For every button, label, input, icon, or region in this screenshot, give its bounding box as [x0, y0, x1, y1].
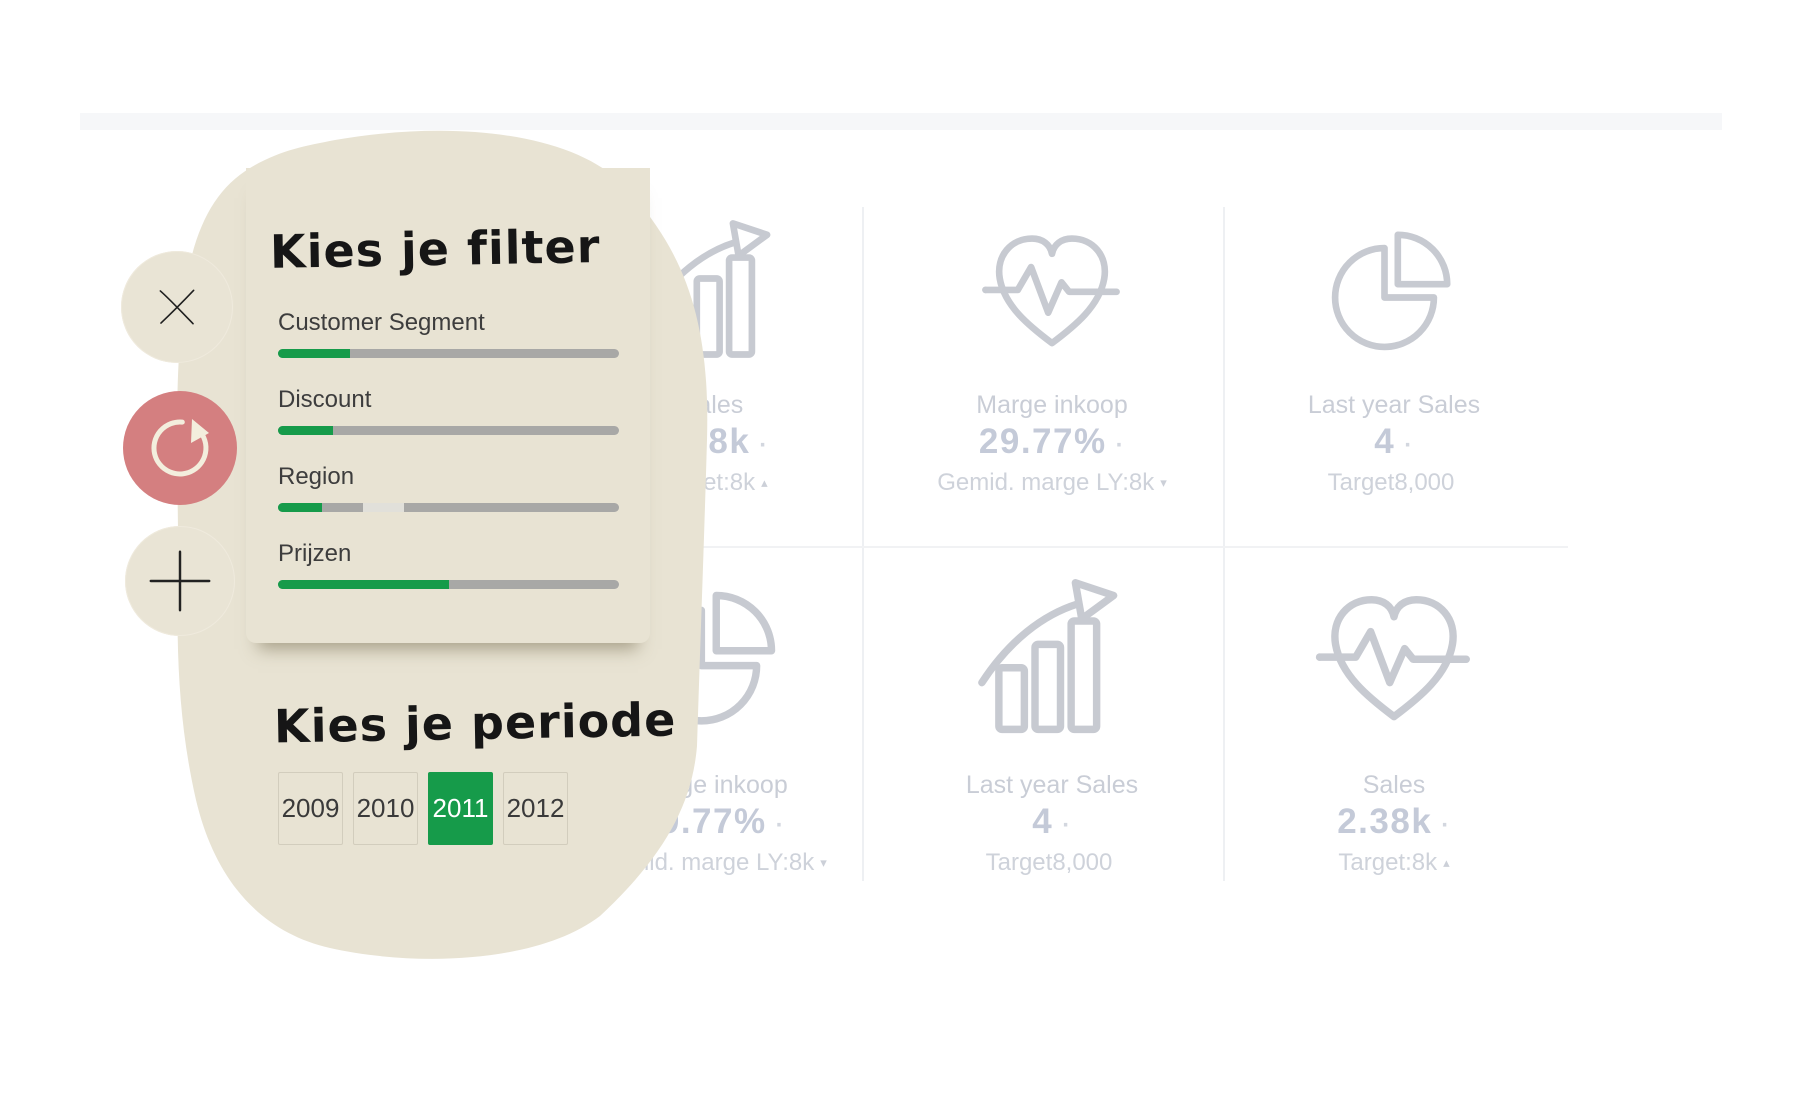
slider-highlight-segment [363, 503, 405, 512]
kpi-card: Last year Sales 4 · Target8,000 [1224, 205, 1564, 498]
add-button[interactable] [125, 526, 235, 636]
slider-track[interactable] [278, 580, 619, 589]
kpi-value: 4 · [882, 800, 1222, 848]
slider-label: Region [278, 463, 355, 490]
kpi-value-text: 2.38k [1337, 802, 1433, 841]
kpi-value-mark: · [1115, 432, 1126, 459]
year-button-2012[interactable]: 2012 [503, 772, 568, 845]
pie-chart-icon [1224, 205, 1564, 370]
kpi-sub: Target8,000 [882, 848, 1222, 878]
slider-track[interactable] [278, 349, 619, 358]
heart-pulse-icon [1224, 560, 1564, 750]
slider-list: Customer Segment Discount Region Prijzen [278, 310, 619, 618]
kpi-sub: Target8,000 [1224, 468, 1564, 498]
kpi-card: Marge inkoop 29.77% · Gemid. marge LY:8k ▾ [882, 205, 1222, 498]
kpi-label: Last year Sales [1307, 391, 1481, 419]
filter-panel-title: Kies je filter [269, 219, 601, 279]
kpi-value-mark: · [775, 812, 786, 839]
kpi-value: 4 · [1224, 420, 1564, 468]
kpi-sub-mark: ▾ [1160, 475, 1167, 490]
kpi-sub-text: Target:8k [656, 469, 756, 496]
growth-chart-icon [882, 560, 1222, 750]
kpi-value-mark: · [759, 432, 769, 459]
kpi-value-mark: · [1441, 812, 1451, 839]
kpi-sub-text: Gemid. marge LY:8k [597, 849, 815, 876]
filter-slider-prijzen: Prijzen [278, 541, 619, 589]
plus-icon [149, 550, 211, 612]
kpi-card: Last year Sales 4 · Target8,000 [882, 560, 1222, 878]
filter-slider-region: Region [278, 464, 619, 512]
slider-label: Discount [278, 386, 372, 413]
slider-fill[interactable] [278, 349, 350, 358]
filter-slider-discount: Discount [278, 387, 619, 435]
kpi-sub-mark: ▾ [820, 855, 827, 870]
kpi-sub: Target:8k ▴ [1224, 848, 1564, 878]
kpi-value-mark: · [1062, 812, 1072, 839]
kpi-label: Marge inkoop [636, 771, 788, 799]
refresh-icon [151, 419, 209, 477]
year-button-2009[interactable]: 2009 [278, 772, 343, 845]
slider-track[interactable] [278, 426, 619, 435]
close-icon [159, 289, 195, 325]
kpi-label: Marge inkoop [976, 391, 1128, 419]
card-divider-horizontal [620, 546, 1568, 548]
filter-slider-customer-segment: Customer Segment [278, 310, 619, 358]
slider-fill[interactable] [278, 426, 333, 435]
kpi-value-text: 4 [1374, 422, 1396, 461]
year-button-2011[interactable]: 2011 [428, 772, 493, 845]
close-button[interactable] [121, 251, 233, 363]
kpi-sub-text: Gemid. marge LY:8k [937, 469, 1155, 496]
kpi-value: 29.77% · [542, 800, 882, 848]
period-panel-title: Kies je periode [273, 692, 677, 754]
kpi-label: Sales [1362, 771, 1426, 799]
kpi-value-text: 29.77% [638, 802, 767, 841]
slider-label: Customer Segment [278, 309, 485, 336]
kpi-sub-text: Target8,000 [985, 849, 1113, 876]
kpi-sub-text: Target:8k [1338, 849, 1438, 876]
kpi-sub-text: Target8,000 [1327, 469, 1455, 496]
top-bar [80, 113, 1722, 130]
kpi-sub: Gemid. marge LY:8k ▾ [882, 468, 1222, 498]
kpi-value-text: 2.38k [655, 422, 751, 461]
kpi-sub-mark: ▴ [1443, 855, 1450, 870]
slider-fill[interactable] [278, 580, 449, 589]
slider-track[interactable] [278, 503, 619, 512]
kpi-card: Sales 2.38k · Target:8k ▴ [1224, 560, 1564, 878]
slider-label: Prijzen [278, 540, 352, 567]
kpi-value-text: 4 [1032, 802, 1054, 841]
kpi-value: 2.38k · [1224, 800, 1564, 848]
kpi-value-text: 29.77% [978, 422, 1107, 461]
kpi-sub: Gemid. marge LY:8k ▾ [542, 848, 882, 878]
year-button-2010[interactable]: 2010 [353, 772, 418, 845]
kpi-label: Last year Sales [965, 771, 1139, 799]
heart-pulse-icon [882, 205, 1222, 370]
kpi-value: 29.77% · [882, 420, 1222, 468]
slider-fill[interactable] [278, 503, 323, 512]
kpi-sub-mark: ▴ [761, 475, 768, 490]
year-buttons: 2009 2010 2011 2012 [278, 772, 568, 845]
reset-button[interactable] [123, 391, 237, 505]
kpi-value-mark: · [1404, 432, 1414, 459]
card-divider-vertical [862, 207, 864, 881]
card-divider-vertical [1223, 207, 1225, 881]
